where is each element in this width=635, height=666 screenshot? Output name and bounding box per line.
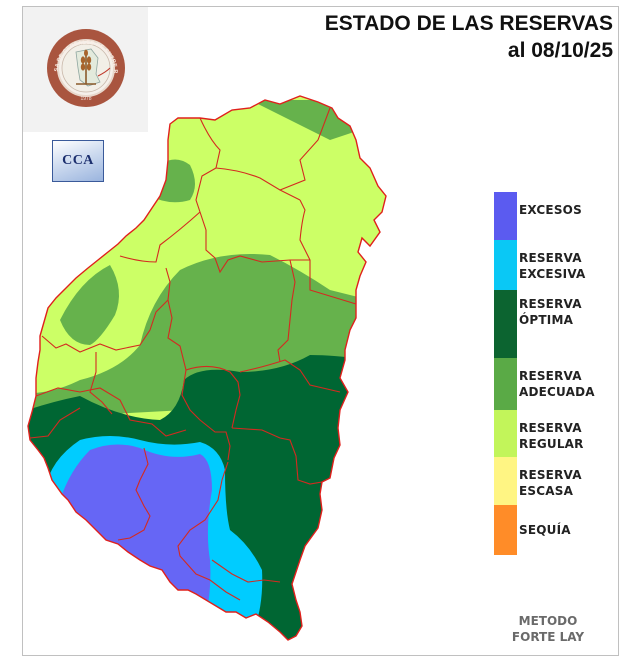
legend-swatch (494, 240, 517, 290)
svg-text:1978: 1978 (80, 96, 91, 102)
legend-swatch (494, 290, 517, 358)
zone-adecuada-nw (148, 159, 195, 203)
legend-label: RESERVA ÓPTIMA (519, 297, 582, 327)
cca-logo-text: CCA (62, 153, 94, 168)
legend-item-reserva-optima: RESERVA ÓPTIMA (494, 290, 634, 358)
method-label: METODO FORTE LAY (505, 613, 591, 645)
legend-swatch (494, 505, 517, 555)
legend-label: EXCESOS (519, 203, 582, 217)
legend-label: RESERVA EXCESIVA (519, 251, 586, 281)
legend-label: RESERVA ESCASA (519, 468, 582, 498)
legend-item-reserva-escasa: RESERVA ESCASA (494, 457, 634, 505)
method-line-2: FORTE LAY (511, 630, 585, 644)
legend-label: RESERVA REGULAR (519, 421, 584, 451)
legend-swatch (494, 358, 517, 410)
legend-item-sequia: SEQUÍA (494, 505, 634, 555)
legend-label: SEQUÍA (519, 523, 571, 537)
page-title: ESTADO DE LAS RESERVAS al 08/10/25 (325, 10, 613, 64)
cca-logo-icon: CCA (52, 140, 104, 182)
bolsa-de-cereales-seal-icon: 1978 BOLSA DE CEREALES DE ENTRE RIOS (46, 28, 125, 107)
method-line-1: METODO (518, 614, 578, 628)
legend-label: RESERVA ADECUADA (519, 369, 595, 399)
legend-item-reserva-adecuada: RESERVA ADECUADA (494, 358, 634, 410)
legend-swatch (494, 457, 517, 505)
legend-swatch (494, 192, 517, 240)
title-line: ESTADO DE LAS RESERVAS (324, 12, 613, 35)
legend-item-excesos: EXCESOS (494, 192, 634, 240)
legend: EXCESOS RESERVA EXCESIVA RESERVA ÓPTIMA RE… (494, 192, 634, 555)
legend-swatch (494, 410, 517, 457)
legend-item-reserva-regular: RESERVA REGULAR (494, 410, 634, 457)
date-line: al 08/10/25 (507, 39, 613, 62)
department-borders (29, 107, 357, 601)
legend-item-reserva-excesiva: RESERVA EXCESIVA (494, 240, 634, 290)
zone-adecuada-west (60, 265, 119, 345)
